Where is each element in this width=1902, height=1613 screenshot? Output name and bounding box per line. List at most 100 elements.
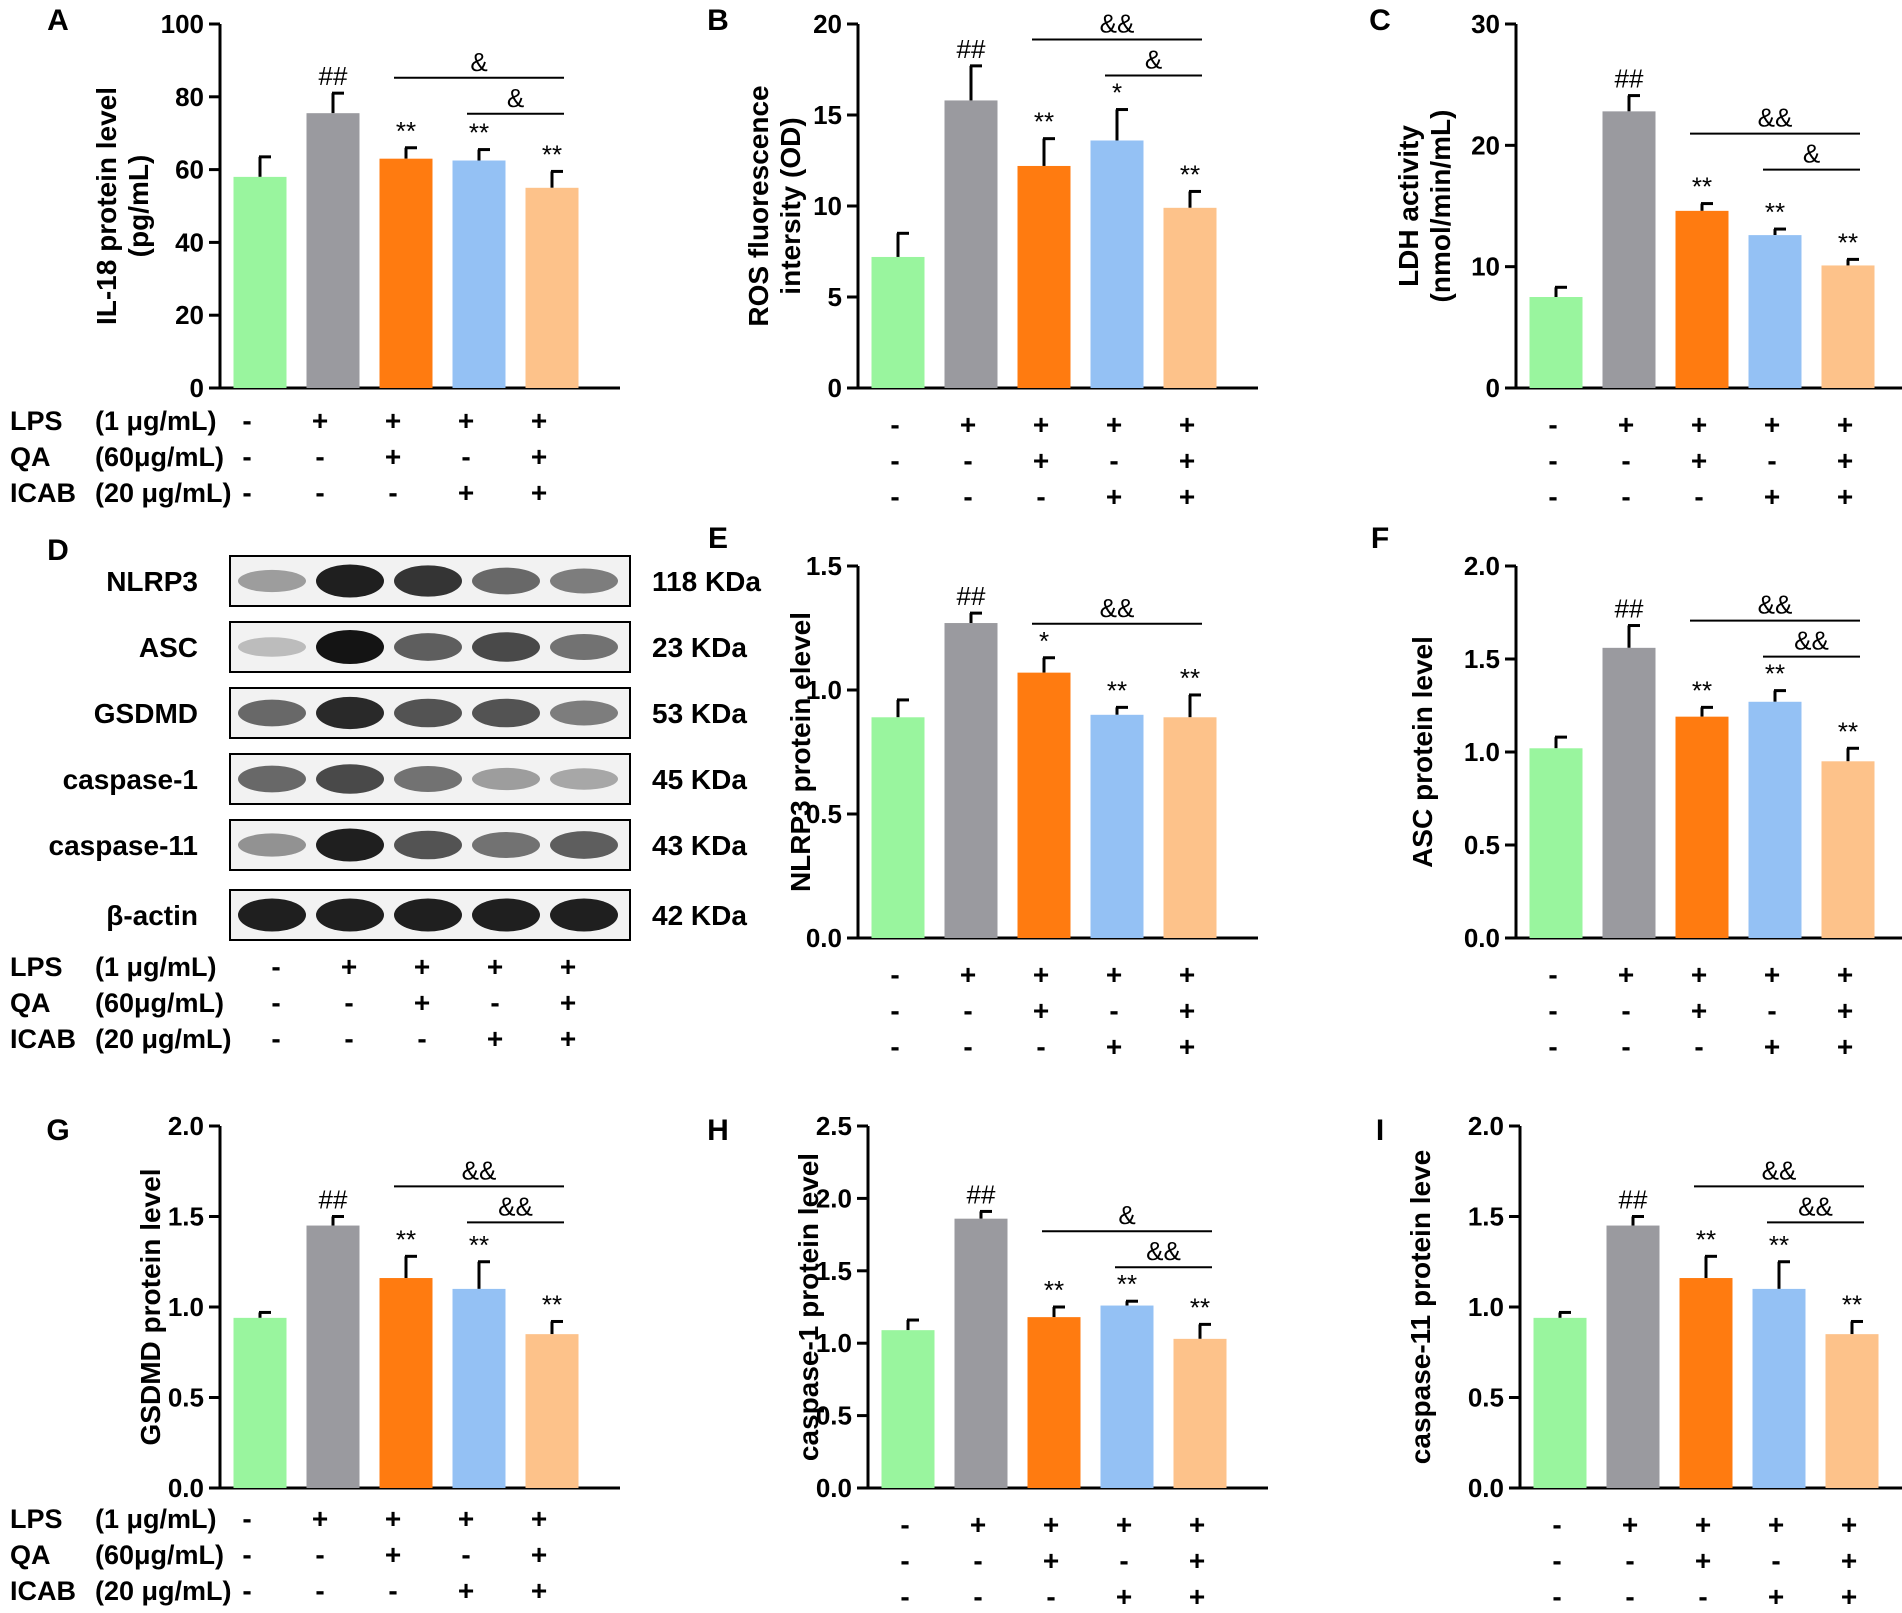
protein-label: GSDMD [94,698,198,729]
significance-annotation: ** [1034,107,1054,137]
condition-sign: + [1837,445,1853,476]
condition-sign: - [1036,481,1045,512]
condition-sign: - [461,1539,470,1570]
y-tick-label: 2.0 [1464,551,1500,581]
y-tick-label: 60 [175,155,204,185]
condition-sign: - [1767,995,1776,1026]
bar [1017,672,1071,938]
blot-band [472,767,540,791]
significance-annotation: ** [1180,663,1200,693]
bar [944,623,998,938]
condition-sign: - [973,1581,982,1612]
condition-sign: + [960,409,976,440]
protein-label: caspase-11 [49,830,198,861]
condition-concentration: (60μg/mL) [95,988,224,1018]
condition-sign: + [1043,1545,1059,1576]
significance-annotation: ** [1838,716,1858,746]
condition-sign: - [315,1539,324,1570]
bar [1675,210,1729,388]
condition-sign: - [315,1575,324,1606]
y-tick-label: 30 [1471,9,1500,39]
condition-sign: + [1106,481,1122,512]
condition-sign: + [1841,1509,1857,1540]
condition-sign: - [1036,1031,1045,1062]
blot-band [394,698,462,728]
panel-label: E [708,522,728,555]
condition-sign: + [458,477,474,508]
condition-row-label: ICAB [10,1024,76,1054]
condition-row-label: ICAB [10,1576,76,1606]
blot-band [238,898,306,932]
panel-label: D [47,534,69,567]
blot-band [394,565,462,597]
condition-sign: + [487,1023,503,1054]
significance-annotation: ** [1044,1275,1064,1305]
comparison-label: && [1146,1236,1181,1266]
conditions-g: LPS (1 μg/mL) - + + + +QA (60μg/mL) - - + - +ICAB (20… [10,1503,547,1606]
condition-sign: - [242,441,251,472]
significance-annotation: ## [1619,1185,1648,1215]
condition-sign: - [1694,481,1703,512]
blot-band [316,828,384,862]
condition-sign: - [271,1023,280,1054]
y-axis-label: ASC protein level [1407,636,1438,868]
condition-sign: - [890,445,899,476]
significance-annotation: ## [957,581,986,611]
y-axis-label: intersity (OD) [775,117,806,294]
condition-sign: + [1106,959,1122,990]
significance-annotation: ** [1180,159,1200,189]
significance-annotation: ** [1692,172,1712,202]
y-axis-label: LDH activity [1393,125,1424,287]
significance-annotation: ** [1769,1230,1789,1260]
condition-sign: - [1552,1545,1561,1576]
molecular-weight: 42 KDa [652,900,747,931]
y-tick-label: 0.0 [1464,923,1500,953]
bar [452,1288,506,1488]
bar [1752,1288,1806,1488]
blot-band [316,696,384,730]
condition-sign: + [1764,481,1780,512]
condition-sign: + [1033,445,1049,476]
significance-annotation: ** [469,118,489,148]
bar [233,1317,287,1488]
blot-band [550,700,618,726]
condition-sign: - [973,1545,982,1576]
condition-sign: - [344,987,353,1018]
condition-sign: + [1691,445,1707,476]
comparison-label: & [1145,45,1162,75]
bar [1163,717,1217,938]
condition-sign: - [900,1509,909,1540]
condition-sign: + [1695,1509,1711,1540]
y-axis-label: (pg/mL) [123,155,154,258]
bar [379,158,433,388]
y-tick-label: 0.5 [806,799,842,829]
condition-sign: + [1622,1509,1638,1540]
condition-sign: + [385,441,401,472]
condition-sign: - [1552,1509,1561,1540]
condition-sign: - [242,1575,251,1606]
condition-sign: + [1764,409,1780,440]
condition-sign: - [417,1023,426,1054]
panel-h: H 0.0 0.5 1.0 1.5 2.0 2.5 caspase-1 protein lev… [707,1111,1268,1612]
panel-label: G [46,1114,69,1147]
condition-sign: + [1837,1031,1853,1062]
condition-sign: + [1841,1545,1857,1576]
condition-sign: + [1189,1545,1205,1576]
bar [379,1278,433,1488]
y-tick-label: 1.5 [1464,644,1500,674]
condition-sign: + [458,405,474,436]
y-axis-label: caspase-11 protein leve [1405,1150,1436,1464]
bar [1090,714,1144,938]
y-tick-label: 1.0 [816,1328,852,1358]
y-axis-label: GSDMD protein level [135,1169,166,1446]
bar [1163,207,1217,388]
condition-sign: - [388,477,397,508]
bar [1529,748,1583,938]
significance-annotation: * [1039,626,1049,656]
molecular-weight: 118 KDa [652,566,761,597]
condition-sign: - [315,477,324,508]
significance-annotation: ## [1615,64,1644,94]
condition-sign: + [312,405,328,436]
significance-annotation: ## [967,1179,996,1209]
